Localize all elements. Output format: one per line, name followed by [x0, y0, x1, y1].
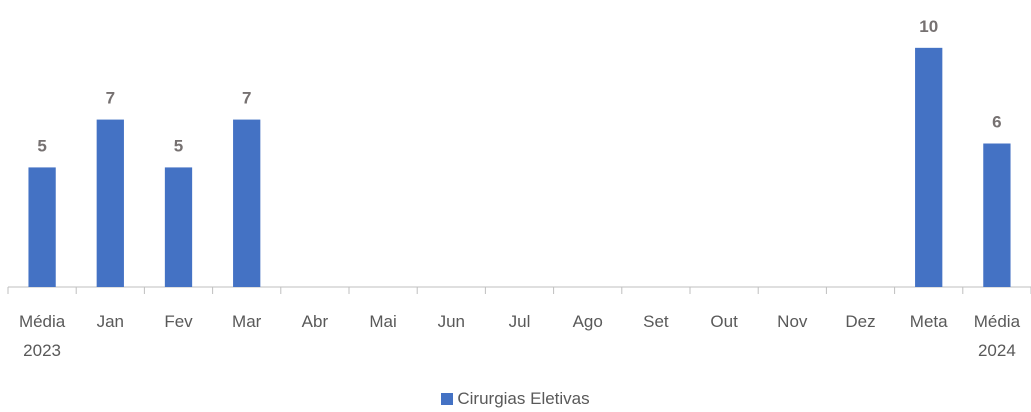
bar — [28, 167, 56, 287]
legend-label: Cirurgias Eletivas — [457, 389, 590, 408]
legend: Cirurgias Eletivas — [0, 389, 1031, 409]
x-tick-label: Mar — [232, 312, 262, 331]
data-label: 10 — [919, 17, 938, 36]
data-label: 6 — [992, 113, 1001, 132]
bar — [915, 47, 943, 288]
data-label: 5 — [37, 136, 46, 155]
x-tick-label: Fev — [164, 312, 193, 331]
bar — [983, 143, 1011, 287]
x-tick-label: Out — [710, 312, 738, 331]
x-tick-label: Ago — [572, 312, 603, 331]
x-tick-label: Média 2024 — [973, 312, 1021, 360]
data-label: 7 — [106, 89, 115, 108]
x-tick-label: Mai — [369, 312, 397, 331]
bar — [233, 119, 261, 287]
x-tick-label: Set — [643, 312, 669, 331]
x-tick-label: Jan — [96, 312, 124, 331]
legend-swatch — [441, 393, 454, 405]
x-tick-label: Abr — [301, 312, 329, 331]
x-tick-label: Jul — [508, 312, 531, 331]
bar — [96, 119, 124, 287]
x-tick-label: Meta — [909, 312, 948, 331]
x-tick-label: Jun — [437, 312, 465, 331]
x-tick-label: Nov — [777, 312, 808, 331]
data-label: 7 — [242, 89, 251, 108]
x-tick-label: Média 2023 — [18, 312, 66, 360]
x-tick-label: Dez — [845, 312, 876, 331]
bar — [164, 167, 193, 287]
data-label: 5 — [174, 136, 183, 155]
